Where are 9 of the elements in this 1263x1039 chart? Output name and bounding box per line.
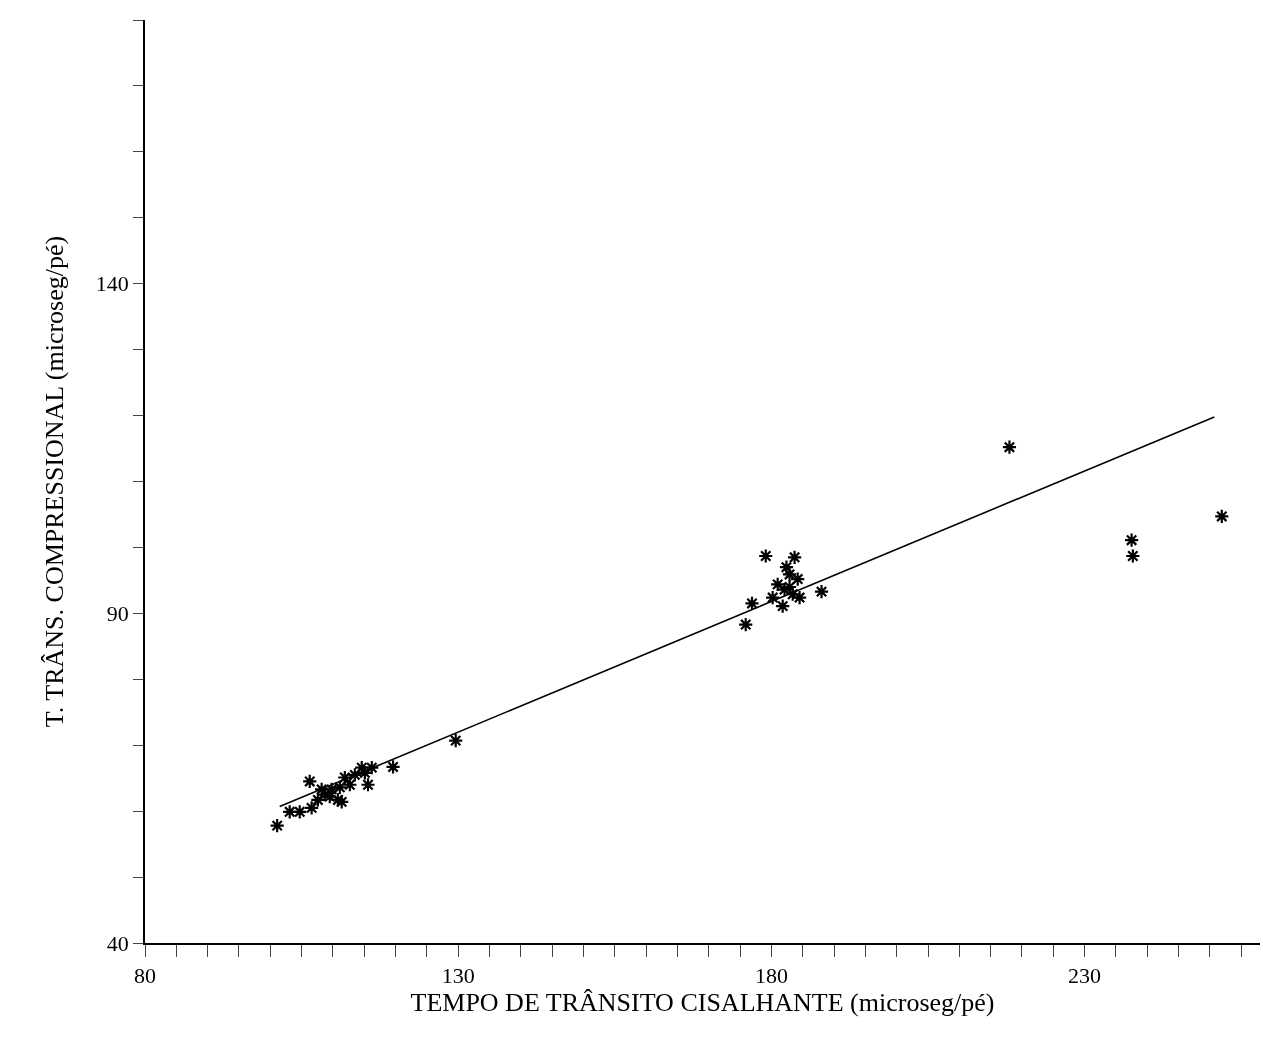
x-tick-label: 180 — [754, 963, 788, 989]
y-tick-label: 140 — [95, 271, 129, 297]
x-axis-title: TEMPO DE TRÂNSITO CISALHANTE (microseg/pé) — [410, 988, 995, 1018]
y-tick-label: 90 — [106, 601, 129, 627]
y-tick-label: 40 — [106, 930, 129, 956]
y-axis-title: T. TRÂNS. COMPRESSIONAL (microseg/pé) — [39, 235, 69, 728]
x-tick-label: 80 — [134, 963, 156, 989]
x-tick-label: 130 — [441, 963, 475, 989]
x-tick-label: 230 — [1068, 963, 1102, 989]
